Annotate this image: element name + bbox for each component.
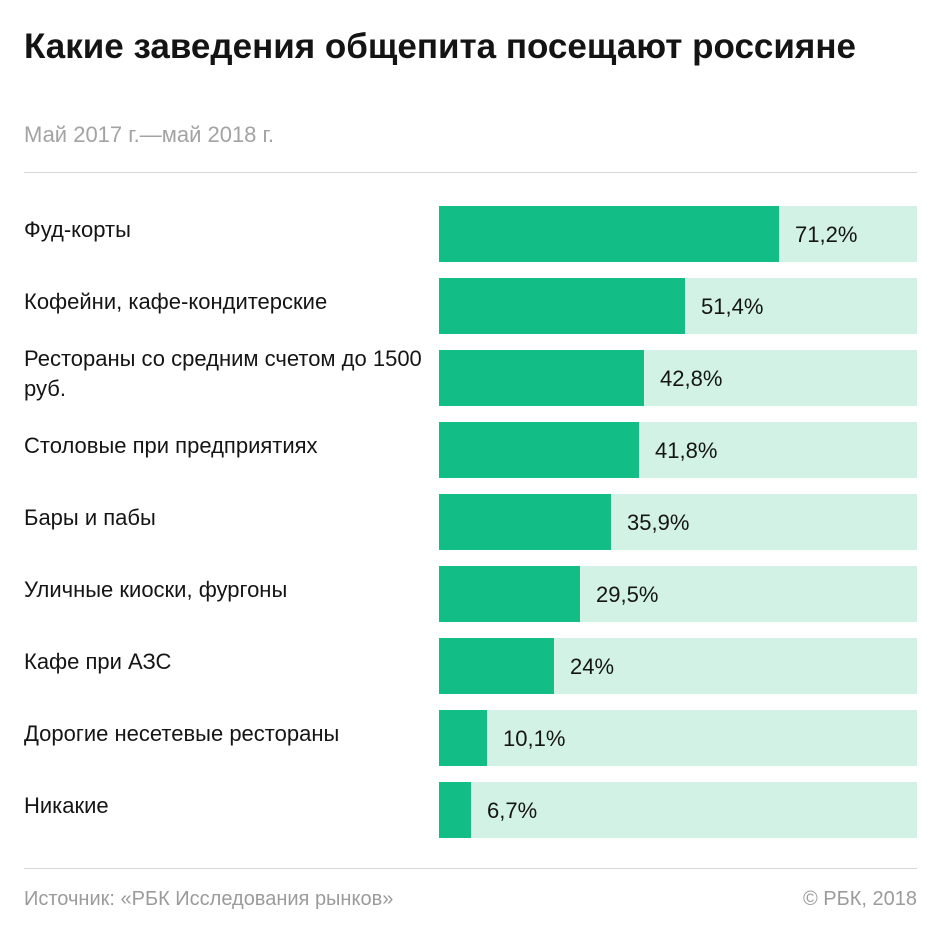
bar bbox=[439, 494, 611, 550]
bar-track: 71,2% bbox=[439, 206, 917, 262]
bar bbox=[439, 710, 487, 766]
bar-track: 42,8% bbox=[439, 350, 917, 406]
category-label: Фуд-корты bbox=[24, 217, 131, 242]
top-divider bbox=[24, 172, 917, 173]
chart-row: Столовые при предприятиях 41,8% bbox=[0, 422, 945, 478]
chart-row: Бары и пабы 35,9% bbox=[0, 494, 945, 550]
copyright-note: © РБК, 2018 bbox=[802, 888, 917, 910]
chart-title: Какие заведения общепита посещают россия… bbox=[24, 27, 856, 66]
category-label: Никакие bbox=[24, 793, 109, 818]
value-label: 41,8% bbox=[655, 438, 718, 463]
bar bbox=[439, 422, 639, 478]
category-label: Уличные киоски, фургоны bbox=[24, 577, 288, 602]
chart-row: Дорогие несетевые рестораны 10,1% bbox=[0, 710, 945, 766]
bar-track: 51,4% bbox=[439, 278, 917, 334]
category-label: Дорогие несетевые рестораны bbox=[24, 721, 340, 746]
value-label: 42,8% bbox=[660, 366, 723, 391]
value-label: 35,9% bbox=[627, 510, 690, 535]
bar bbox=[439, 206, 779, 262]
chart-row: Кафе при АЗС 24% bbox=[0, 638, 945, 694]
category-label: Рестораны со средним счетом до 1500 руб. bbox=[24, 346, 422, 401]
category-label: Кафе при АЗС bbox=[24, 649, 172, 674]
bar bbox=[439, 566, 580, 622]
bottom-divider bbox=[24, 868, 917, 869]
bar-track: 29,5% bbox=[439, 566, 917, 622]
bar-track: 24% bbox=[439, 638, 917, 694]
value-label: 6,7% bbox=[487, 798, 538, 823]
bar-track: 6,7% bbox=[439, 782, 917, 838]
bar-track: 10,1% bbox=[439, 710, 917, 766]
chart-subtitle: Май 2017 г.—май 2018 г. bbox=[24, 122, 274, 147]
bar bbox=[439, 350, 644, 406]
chart-row: Кофейни, кафе-кондитерские 51,4% bbox=[0, 278, 945, 334]
bar bbox=[439, 278, 685, 334]
source-note: Источник: «РБК Исследования рынков» bbox=[24, 888, 394, 910]
category-label: Столовые при предприятиях bbox=[24, 433, 318, 458]
value-label: 24% bbox=[570, 654, 615, 679]
value-label: 29,5% bbox=[596, 582, 659, 607]
chart-row: Никакие 6,7% bbox=[0, 782, 945, 838]
value-label: 51,4% bbox=[701, 294, 764, 319]
bar bbox=[439, 638, 554, 694]
bar-track: 41,8% bbox=[439, 422, 917, 478]
chart-row: Уличные киоски, фургоны 29,5% bbox=[0, 566, 945, 622]
category-label: Бары и пабы bbox=[24, 505, 156, 530]
bar-track: 35,9% bbox=[439, 494, 917, 550]
category-label: Кофейни, кафе-кондитерские bbox=[24, 289, 328, 314]
chart-row: Рестораны со средним счетом до 1500 руб.… bbox=[0, 346, 945, 406]
value-label: 10,1% bbox=[503, 726, 566, 751]
value-label: 71,2% bbox=[795, 222, 858, 247]
bar bbox=[439, 782, 471, 838]
chart-row: Фуд-корты 71,2% bbox=[0, 206, 945, 262]
